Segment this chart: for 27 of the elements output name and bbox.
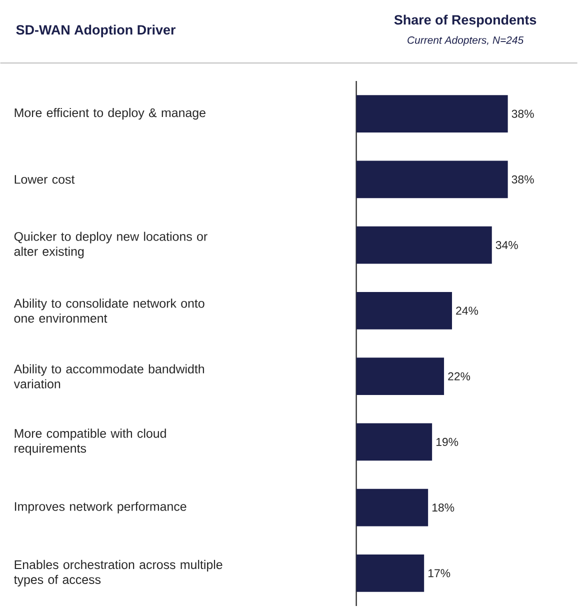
data-label: 18% [432, 504, 454, 512]
y-tick-label: Ability to consolidate network onto one environment [14, 298, 205, 323]
bar [356, 95, 508, 133]
y-tick-label: Quicker to deploy new locations or alter existing [14, 232, 208, 258]
data-label: 24% [456, 306, 478, 315]
data-label: 22% [448, 372, 470, 380]
data-label: 34% [496, 241, 518, 250]
data-label: 38% [512, 110, 534, 118]
bar [356, 292, 452, 330]
y-tick-label: Enables orchestration across multiple types of access [14, 560, 222, 586]
y-axis-title: SD-WAN Adoption Driver [16, 24, 176, 38]
y-tick-label: More compatible with cloud requirements [14, 428, 166, 456]
data-label: 38% [512, 175, 534, 184]
bar [356, 226, 492, 264]
bar [356, 554, 424, 592]
bar [356, 160, 508, 198]
y-tick-label: Improves network performance [15, 502, 186, 514]
bar [356, 423, 432, 461]
chart-subtitle: Current Adopters, N=245 [408, 36, 524, 46]
y-tick-label: Ability to accommodate bandwidth variation [14, 364, 204, 388]
data-label: 17% [428, 569, 450, 578]
chart-title: Share of Respondents [394, 14, 536, 28]
y-tick-label: More efficient to deploy & manage [15, 108, 206, 120]
bar [356, 358, 444, 396]
data-label: 19% [436, 438, 458, 446]
y-tick-label: Lower cost [15, 175, 75, 184]
bar [356, 488, 428, 526]
